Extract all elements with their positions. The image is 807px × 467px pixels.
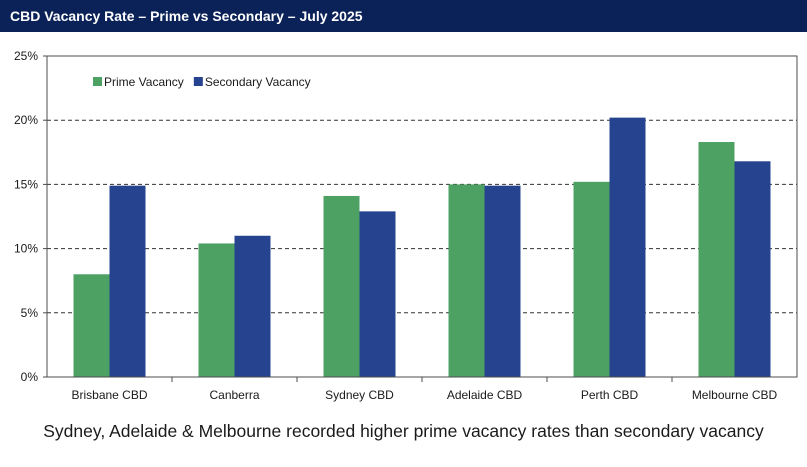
legend-label: Secondary Vacancy: [205, 75, 311, 89]
y-tick-label: 25%: [14, 49, 38, 63]
chart-area: 0% 5% 10% 15% 20% 25% Brisbane CBD Canberra Sydn…: [0, 32, 807, 412]
y-tick-label: 20%: [14, 113, 38, 127]
x-tick-label: Brisbane CBD: [71, 388, 147, 402]
legend: Prime Vacancy Secondary Vacancy: [93, 75, 311, 89]
x-tick-label: Sydney CBD: [325, 388, 394, 402]
secondary-bar: [609, 117, 646, 377]
chart-caption: Sydney, Adelaide & Melbourne recorded hi…: [43, 421, 764, 441]
chart-title: CBD Vacancy Rate – Prime vs Secondary – …: [0, 0, 807, 32]
secondary-bar: [734, 161, 771, 377]
plot-frame: [46, 55, 798, 378]
secondary-bar: [109, 185, 146, 377]
y-tick-label: 5%: [21, 306, 39, 320]
y-tick-label: 15%: [14, 177, 38, 191]
legend-swatch: [93, 77, 102, 86]
prime-bar: [73, 274, 110, 377]
bars: [73, 117, 771, 377]
x-tick-label: Melbourne CBD: [692, 388, 778, 402]
y-tick-label: 0%: [21, 370, 39, 384]
secondary-bar: [484, 185, 521, 377]
x-tick-label: Adelaide CBD: [447, 388, 523, 402]
y-tick-label: 10%: [14, 242, 38, 256]
legend-label: Prime Vacancy: [104, 75, 184, 89]
bar-chart: 0% 5% 10% 15% 20% 25% Brisbane CBD Canberra Sydn…: [14, 49, 798, 402]
axes: 0% 5% 10% 15% 20% 25% Brisbane CBD Canberra Sydn…: [14, 49, 798, 402]
prime-bar: [698, 142, 735, 377]
prime-bar: [448, 184, 485, 377]
prime-bar: [198, 243, 235, 377]
legend-swatch: [193, 77, 203, 86]
grid-lines: [47, 119, 797, 314]
prime-bar: [573, 181, 610, 377]
secondary-bar: [359, 211, 396, 377]
secondary-bar: [234, 235, 271, 377]
prime-bar: [323, 195, 360, 377]
x-tick-label: Perth CBD: [581, 388, 639, 402]
x-tick-label: Canberra: [209, 388, 259, 402]
